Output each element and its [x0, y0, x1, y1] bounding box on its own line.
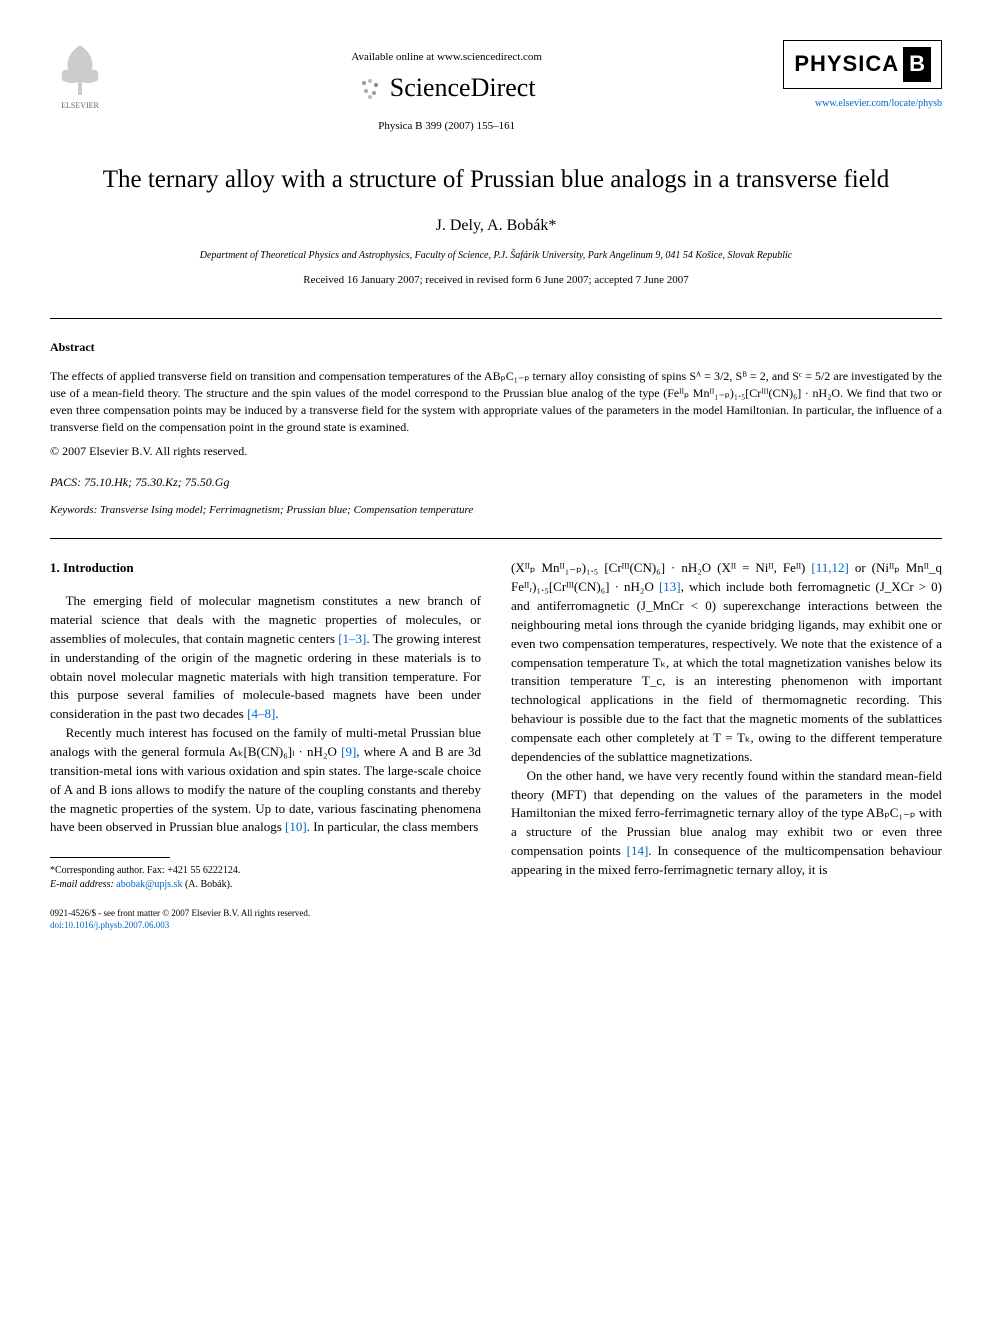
- intro-paragraph-2-continued: (Xᴵᴵₚ Mnᴵᴵ₁₋ₚ)₁.₅ [Crᴵᴵᴵ(CN)₆] · nH₂O (X…: [511, 559, 942, 766]
- abstract-heading: Abstract: [50, 339, 942, 356]
- corr-author-line: *Corresponding author. Fax: +421 55 6222…: [50, 864, 481, 878]
- journal-logo-block: PHYSICAB www.elsevier.com/locate/physb: [783, 40, 942, 111]
- intro-paragraph-3: On the other hand, we have very recently…: [511, 767, 942, 880]
- intro-paragraph-2: Recently much interest has focused on th…: [50, 724, 481, 837]
- corr-email-line: E-mail address: abobak@upjs.sk (A. Bobák…: [50, 878, 481, 892]
- citation-link[interactable]: [1–3]: [338, 631, 366, 646]
- citation-link[interactable]: [10]: [285, 819, 307, 834]
- citation-link[interactable]: [11,12]: [811, 560, 848, 575]
- physica-section-letter: B: [903, 47, 931, 82]
- article-footer-meta: 0921-4526/$ - see front matter © 2007 El…: [50, 908, 481, 931]
- article-title: The ternary alloy with a structure of Pr…: [50, 164, 942, 197]
- intro-paragraph-1: The emerging field of molecular magnetis…: [50, 592, 481, 724]
- abstract-copyright: © 2007 Elsevier B.V. All rights reserved…: [50, 443, 942, 460]
- elsevier-text: ELSEVIER: [61, 101, 99, 110]
- available-online-text: Available online at www.sciencedirect.co…: [110, 50, 783, 65]
- body-columns: 1. Introduction The emerging field of mo…: [50, 559, 942, 931]
- author-affiliation: Department of Theoretical Physics and As…: [50, 249, 942, 263]
- citation-link[interactable]: [13]: [659, 579, 681, 594]
- abstract-body: The effects of applied transverse field …: [50, 368, 942, 435]
- section-1-heading: 1. Introduction: [50, 559, 481, 578]
- citation-link[interactable]: [9]: [341, 744, 356, 759]
- email-link[interactable]: abobak@upjs.sk: [116, 879, 182, 890]
- pacs-codes: PACS: 75.10.Hk; 75.30.Kz; 75.50.Gg: [50, 474, 942, 491]
- physica-wordmark: PHYSICA: [794, 51, 899, 76]
- elsevier-tree-icon: ELSEVIER: [50, 40, 110, 110]
- doi-link[interactable]: doi:10.1016/j.physb.2007.06.003: [50, 920, 481, 932]
- issn-copyright-line: 0921-4526/$ - see front matter © 2007 El…: [50, 908, 481, 920]
- article-history-dates: Received 16 January 2007; received in re…: [50, 273, 942, 288]
- sciencedirect-dots-icon: [358, 77, 382, 101]
- sciencedirect-wordmark: ScienceDirect: [390, 70, 536, 106]
- right-column: (Xᴵᴵₚ Mnᴵᴵ₁₋ₚ)₁.₅ [Crᴵᴵᴵ(CN)₆] · nH₂O (X…: [511, 559, 942, 931]
- divider: [50, 538, 942, 539]
- sciencedirect-block: Available online at www.sciencedirect.co…: [110, 50, 783, 134]
- footnote-separator: [50, 857, 170, 858]
- page-header: ELSEVIER Available online at www.science…: [50, 40, 942, 134]
- sciencedirect-logo: ScienceDirect: [110, 70, 783, 106]
- left-column: 1. Introduction The emerging field of mo…: [50, 559, 481, 931]
- physica-logo-box: PHYSICAB: [783, 40, 942, 89]
- journal-citation: Physica B 399 (2007) 155–161: [110, 119, 783, 134]
- divider: [50, 318, 942, 319]
- elsevier-logo-block: ELSEVIER: [50, 40, 110, 115]
- author-list: J. Dely, A. Bobák*: [50, 215, 942, 237]
- citation-link[interactable]: [14]: [627, 843, 649, 858]
- citation-link[interactable]: [4–8]: [247, 706, 275, 721]
- article-keywords: Keywords: Transverse Ising model; Ferrim…: [50, 503, 942, 518]
- corresponding-author-footnote: *Corresponding author. Fax: +421 55 6222…: [50, 864, 481, 892]
- journal-homepage-link[interactable]: www.elsevier.com/locate/physb: [783, 97, 942, 111]
